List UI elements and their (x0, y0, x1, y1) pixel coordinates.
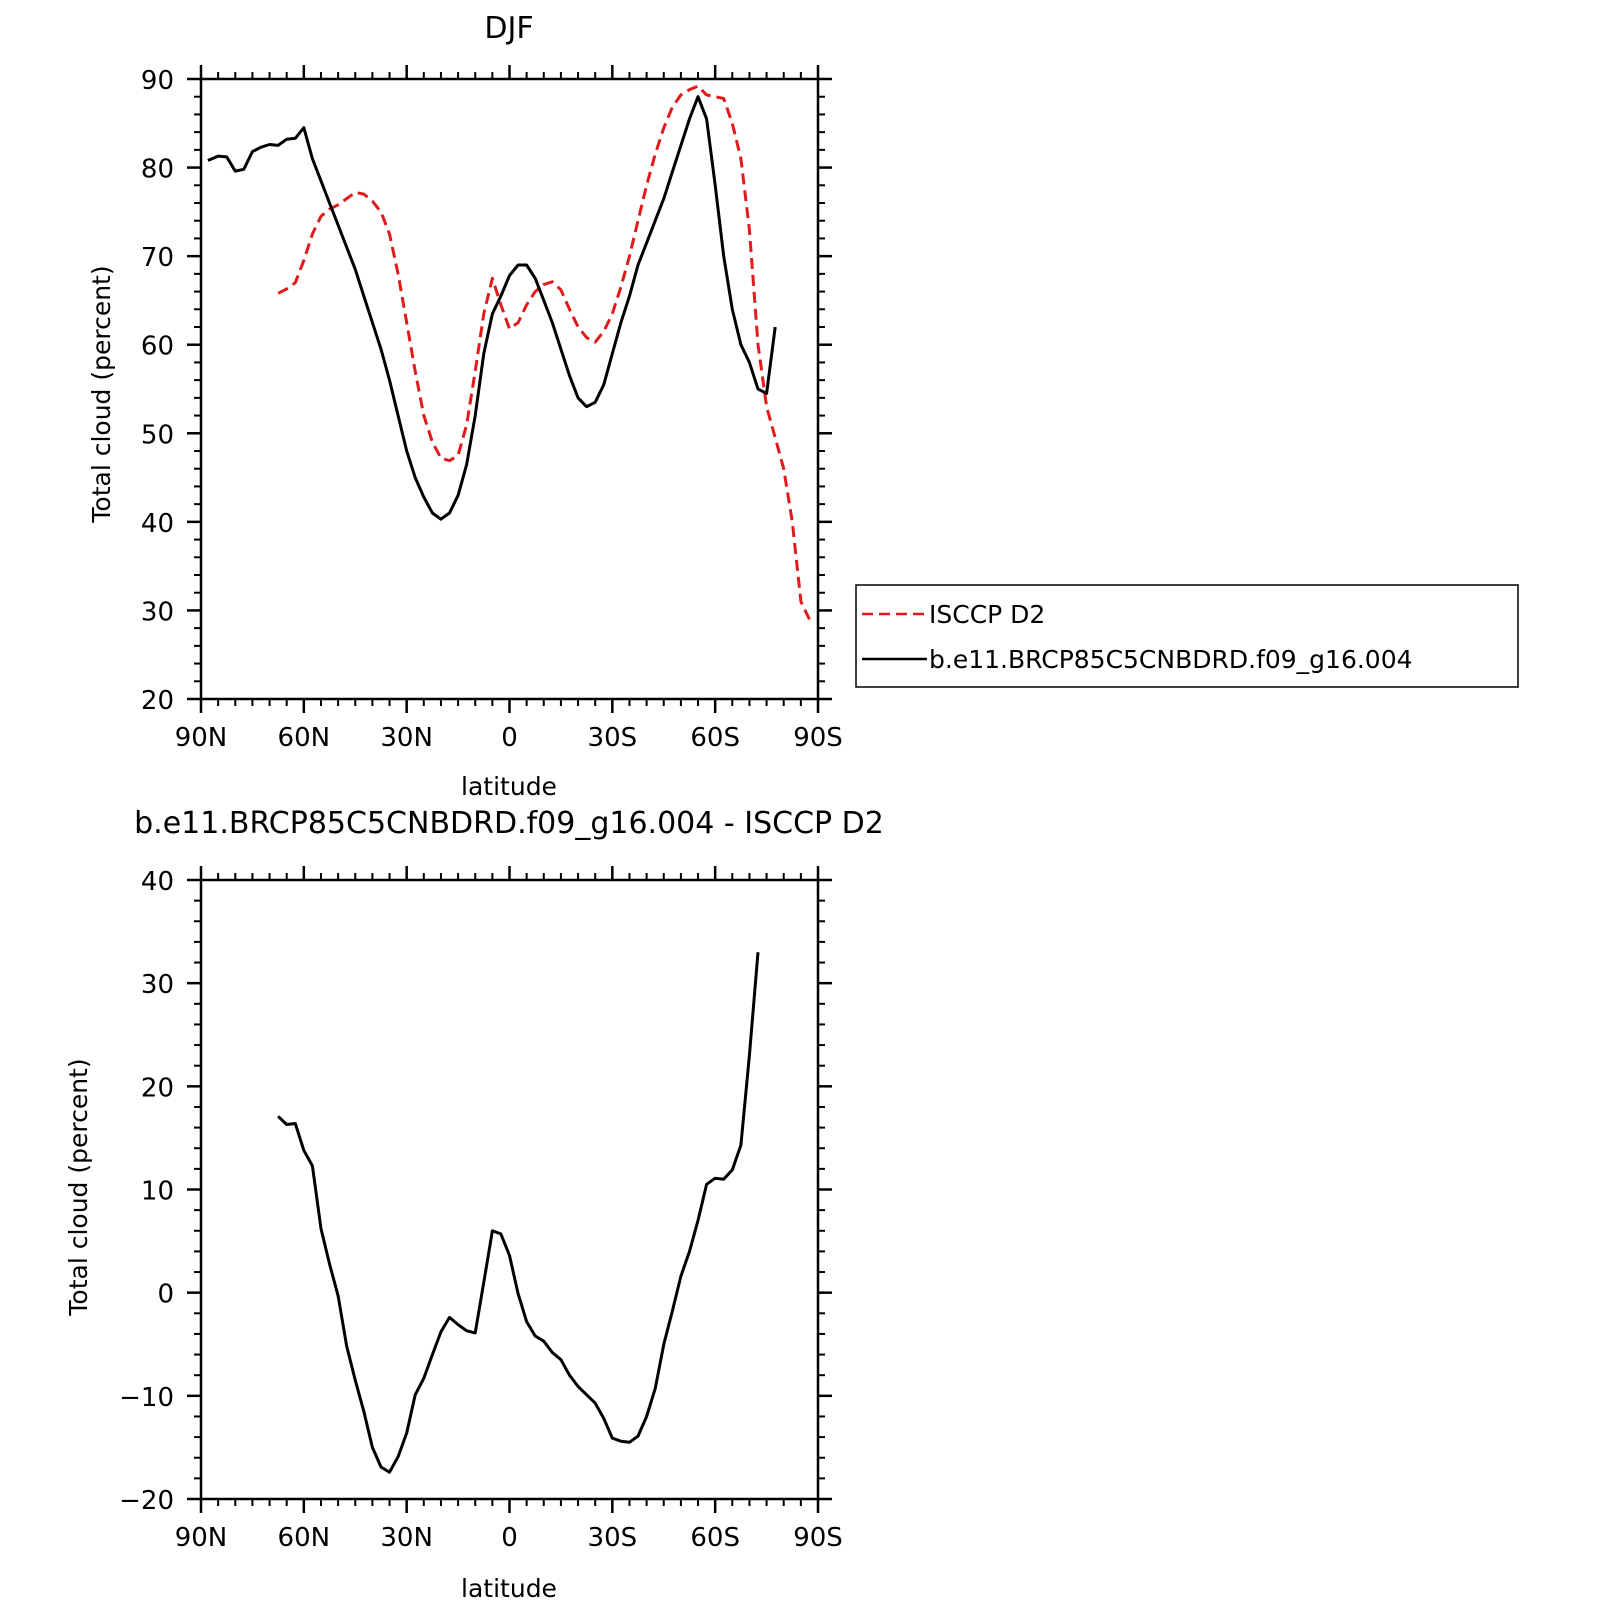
y-tick-label: 50 (141, 420, 174, 450)
top-panel-frame (199, 77, 820, 701)
x-tick-label: 60S (690, 723, 740, 753)
y-tick-label: 70 (141, 243, 174, 273)
y-tick-label: 30 (141, 970, 174, 1000)
series-line-0 (277, 84, 811, 620)
top-panel-title: DJF (484, 11, 533, 46)
legend-box (855, 584, 1519, 688)
x-tick-label: 90N (175, 1523, 228, 1553)
y-tick-label: 40 (141, 867, 174, 897)
y-tick-label: 10 (141, 1177, 174, 1207)
x-tick-label: 30N (380, 723, 433, 753)
y-tick-label: 40 (141, 509, 174, 539)
series-line-0 (277, 952, 760, 1474)
y-tick-label: 90 (141, 66, 174, 96)
y-tick-label: 60 (141, 332, 174, 362)
x-tick-label: 60S (690, 1523, 740, 1553)
x-tick-label: 0 (501, 723, 518, 753)
bottom-panel-y-axis-label: Total cloud (percent) (64, 1058, 93, 1316)
x-tick-label: 30S (588, 723, 638, 753)
x-tick-label: 90N (175, 723, 228, 753)
top-panel-y-axis-label: Total cloud (percent) (87, 265, 116, 523)
x-tick-label: 90S (793, 1523, 843, 1553)
top-panel-x-axis-label: latitude (461, 772, 557, 801)
x-tick-label: 90S (793, 723, 843, 753)
top-panel: DJF 90N 60N 30N 0 30S 60S 90S2030405060708090 … (87, 11, 1519, 801)
x-tick-label: 0 (501, 1523, 518, 1553)
x-tick-label: 60N (278, 1523, 331, 1553)
y-tick-label: −20 (119, 1486, 174, 1516)
legend-label-isccp: ISCCP D2 (929, 600, 1045, 629)
legend-label-model: b.e11.BRCP85C5CNBDRD.f09_g16.004 (929, 645, 1413, 674)
y-tick-label: 20 (141, 1073, 174, 1103)
y-tick-label: 0 (157, 1280, 174, 1310)
x-tick-label: 30S (588, 1523, 638, 1553)
top-panel-series (207, 84, 811, 620)
y-tick-label: 80 (141, 155, 174, 185)
bottom-panel: b.e11.BRCP85C5CNBDRD.f09_g16.004 - ISCCP… (64, 806, 884, 1603)
x-tick-label: 30N (380, 1523, 433, 1553)
bottom-panel-series (277, 952, 760, 1474)
bottom-panel-frame (199, 878, 820, 1501)
bottom-panel-title: b.e11.BRCP85C5CNBDRD.f09_g16.004 - ISCCP… (134, 806, 884, 841)
x-tick-label: 60N (278, 723, 331, 753)
legend: ISCCP D2 b.e11.BRCP85C5CNBDRD.f09_g16.00… (855, 584, 1519, 688)
y-tick-label: 20 (141, 686, 174, 716)
y-tick-label: −10 (119, 1383, 174, 1413)
bottom-panel-x-axis-label: latitude (461, 1574, 557, 1603)
y-tick-label: 30 (141, 597, 174, 627)
series-line-1 (207, 95, 777, 521)
